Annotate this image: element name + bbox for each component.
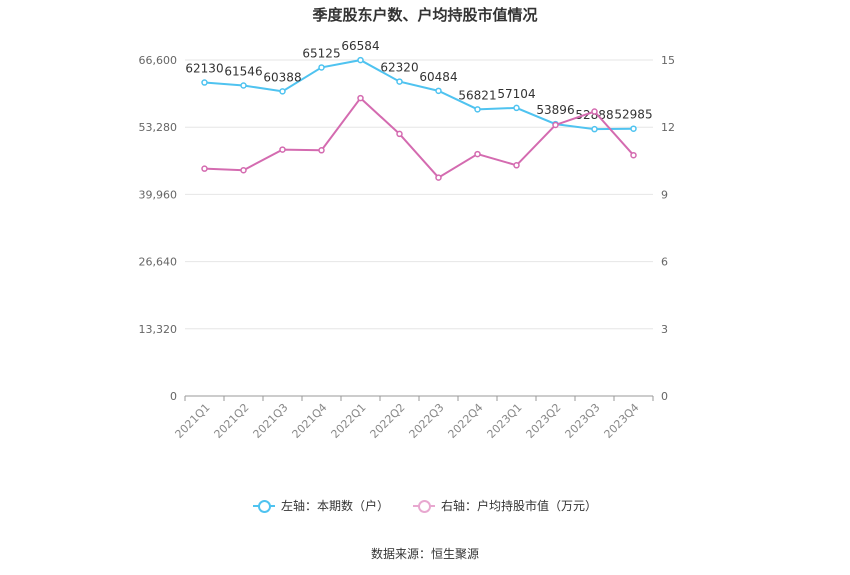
- legend: 左轴：本期数（户） 右轴：户均持股市值（万元）: [0, 497, 850, 514]
- x-tick-label: 2023Q1: [485, 401, 525, 441]
- legend-label-avg-value: 右轴：户均持股市值（万元）: [441, 499, 598, 513]
- x-tick-label: 2021Q2: [212, 401, 252, 441]
- data-point-households: [591, 125, 598, 133]
- data-label-households: 57104: [497, 87, 535, 101]
- left-axis-tick-label: 39,960: [139, 188, 178, 201]
- data-label-households: 53896: [536, 103, 574, 117]
- x-tick-label: 2023Q4: [602, 401, 642, 441]
- legend-label-households: 左轴：本期数（户）: [280, 499, 389, 513]
- x-tick-label: 2021Q1: [173, 401, 213, 441]
- left-axis-tick-label: 66,600: [139, 54, 178, 67]
- data-point-households: [396, 78, 403, 85]
- legend-marker-avg-value: [413, 499, 435, 513]
- left-axis-tick-label: 26,640: [139, 256, 178, 269]
- data-label-households: 62320: [380, 61, 418, 75]
- right-axis-tick-label: 15: [661, 54, 675, 67]
- data-point-households: [630, 125, 637, 132]
- data-point-households: [318, 64, 325, 71]
- data-point-avg-value: [591, 108, 598, 115]
- right-axis-tick-label: 0: [661, 390, 668, 403]
- data-point-avg-value: [513, 162, 520, 169]
- x-tick-label: 2023Q3: [563, 401, 603, 441]
- data-label-households: 66584: [341, 39, 379, 53]
- data-label-households: 60484: [419, 70, 457, 84]
- x-tick-label: 2021Q3: [251, 401, 291, 441]
- series-line-avg-value: [204, 96, 635, 179]
- data-label-households: 56821: [458, 88, 496, 102]
- right-axis-tick-label: 3: [661, 323, 668, 336]
- chart-title: 季度股东户数、户均持股市值情况: [312, 6, 538, 24]
- data-point-avg-value: [552, 121, 559, 129]
- series-line-households: [204, 59, 634, 131]
- data-point-avg-value: [474, 150, 481, 158]
- x-tick-label: 2021Q4: [290, 401, 330, 441]
- x-tick-label: 2022Q1: [329, 401, 369, 441]
- right-axis-tick-label: 12: [661, 121, 675, 134]
- x-tick-label: 2022Q2: [368, 401, 408, 441]
- left-axis-tick-label: 53,280: [139, 121, 178, 134]
- left-axis-tick-label: 13,320: [139, 323, 178, 336]
- data-label-households: 65125: [302, 46, 340, 60]
- legend-item-households[interactable]: 左轴：本期数（户）: [252, 497, 389, 514]
- data-label-households: 62130: [185, 62, 223, 76]
- right-axis-tick-label: 6: [661, 256, 668, 269]
- data-point-avg-value: [201, 165, 208, 172]
- data-point-avg-value: [435, 174, 442, 181]
- x-tick-label: 2023Q2: [524, 401, 564, 441]
- data-point-avg-value: [630, 151, 637, 159]
- data-point-households: [435, 87, 442, 95]
- data-point-households: [279, 88, 286, 95]
- x-tick-label: 2022Q3: [407, 401, 447, 441]
- x-tick-label: 2022Q4: [446, 401, 486, 441]
- data-point-households: [357, 56, 364, 64]
- right-axis-tick-label: 9: [661, 188, 668, 201]
- data-label-households: 52985: [614, 108, 652, 122]
- data-source: 数据来源：恒生聚源: [370, 547, 479, 561]
- data-point-households: [513, 104, 520, 112]
- data-point-avg-value: [357, 94, 364, 102]
- data-label-households: 61546: [224, 64, 262, 78]
- data-point-households: [201, 79, 208, 86]
- data-point-avg-value: [240, 166, 247, 174]
- data-point-avg-value: [396, 130, 403, 138]
- data-label-households: 52888: [575, 108, 613, 122]
- data-point-avg-value: [279, 146, 286, 153]
- left-axis-tick-label: 0: [170, 390, 177, 403]
- data-point-households: [240, 82, 247, 89]
- data-point-households: [474, 106, 481, 113]
- legend-marker-households: [252, 499, 275, 513]
- data-label-households: 60388: [263, 70, 301, 84]
- legend-item-avg-value[interactable]: 右轴：户均持股市值（万元）: [413, 497, 597, 514]
- data-point-avg-value: [318, 147, 325, 154]
